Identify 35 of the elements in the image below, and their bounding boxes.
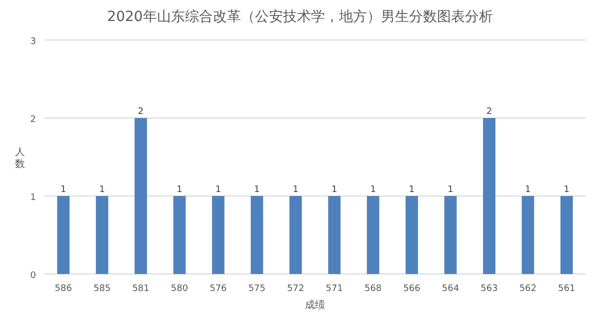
x-tick-label: 580 <box>170 284 188 294</box>
x-tick-label: 586 <box>54 284 72 294</box>
x-tick-label: 562 <box>519 284 537 294</box>
x-tick-label: 572 <box>287 284 304 294</box>
y-tick-label: 0 <box>30 271 36 281</box>
x-tick-label: 575 <box>248 284 266 294</box>
data-label: 1 <box>215 185 222 195</box>
x-tick-label: 561 <box>558 284 576 294</box>
x-tick-label: 564 <box>442 284 460 294</box>
data-label: 1 <box>331 185 338 195</box>
data-label: 1 <box>525 185 531 195</box>
chart-title: 2020年山东综合改革（公安技术学，地方）男生分数图表分析 <box>107 9 493 25</box>
data-label: 2 <box>486 107 492 117</box>
y-tick-label: 2 <box>30 115 36 125</box>
x-tick-label: 585 <box>93 284 111 294</box>
data-label: 1 <box>448 185 454 195</box>
x-axis-title: 成绩 <box>305 299 325 311</box>
data-label: 1 <box>370 185 376 195</box>
x-tick-label: 566 <box>403 284 421 294</box>
y-axis-title: 人数 <box>15 147 25 170</box>
data-label: 1 <box>60 185 66 195</box>
data-label: 1 <box>254 185 260 195</box>
x-tick-label: 568 <box>364 284 382 294</box>
data-label: 2 <box>138 107 144 117</box>
data-label: 1 <box>99 185 105 195</box>
x-tick-label: 563 <box>480 284 498 294</box>
data-label: 1 <box>176 185 182 195</box>
x-tick-label: 576 <box>210 284 228 294</box>
y-tick-label: 3 <box>30 37 36 47</box>
x-tick-label: 571 <box>326 284 343 294</box>
y-tick-label: 1 <box>30 193 36 203</box>
x-tick-label: 581 <box>132 284 150 294</box>
data-label: 1 <box>564 185 570 195</box>
data-label: 1 <box>292 185 299 195</box>
data-label: 1 <box>408 185 415 195</box>
